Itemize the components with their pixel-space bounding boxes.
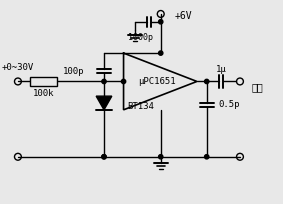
Text: 1000p: 1000p (128, 33, 153, 42)
Circle shape (205, 155, 209, 159)
Polygon shape (96, 96, 112, 110)
Bar (30, 76, 57, 86)
Circle shape (158, 51, 163, 55)
Circle shape (102, 155, 106, 159)
Text: BT134: BT134 (127, 102, 154, 111)
Circle shape (158, 20, 163, 24)
Text: 1μ: 1μ (216, 65, 227, 74)
Text: 0.5p: 0.5p (218, 100, 240, 109)
Circle shape (158, 155, 163, 159)
Text: μPC1651: μPC1651 (138, 77, 176, 86)
Text: +0~30V: +0~30V (2, 63, 34, 72)
Text: 100p: 100p (63, 67, 84, 76)
Circle shape (121, 79, 126, 84)
Circle shape (205, 79, 209, 84)
Text: 100k: 100k (33, 89, 54, 98)
Circle shape (102, 79, 106, 84)
Circle shape (102, 155, 106, 159)
Text: 输出: 输出 (252, 82, 263, 92)
Text: +6V: +6V (174, 11, 192, 21)
